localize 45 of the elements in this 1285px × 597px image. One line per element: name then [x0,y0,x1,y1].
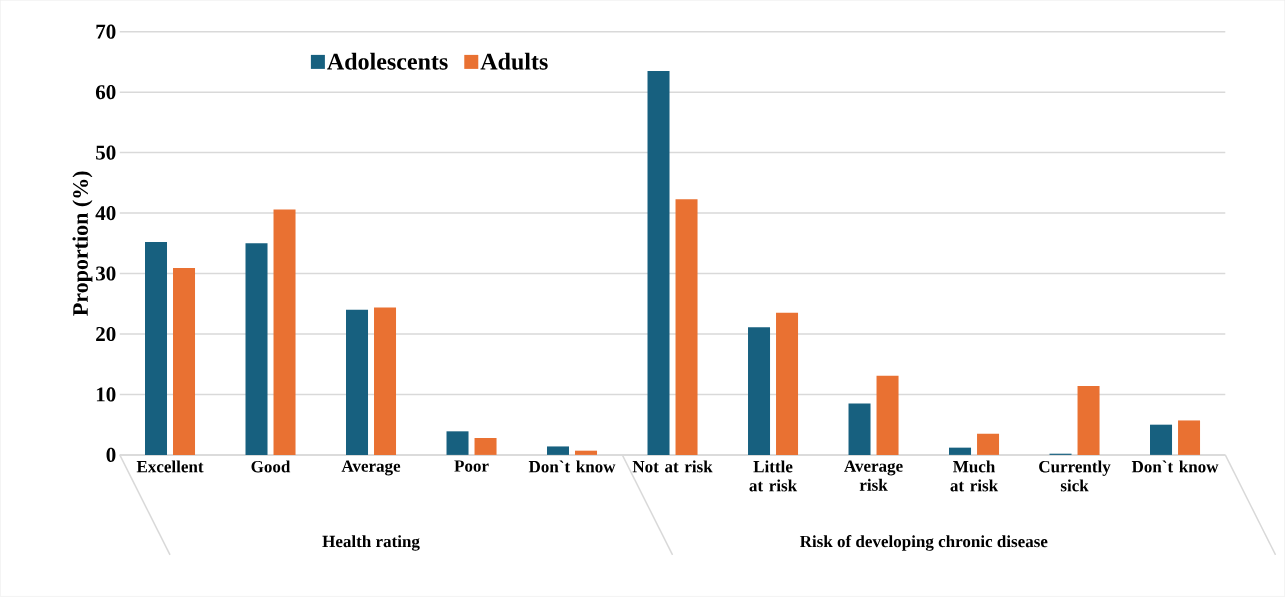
x-tick-label: Excellent [136,460,204,473]
x-tick-label: Average risk [844,460,903,491]
x-tick-label: Not at risk [632,460,713,473]
y-tick-label: 50 [96,145,116,160]
bar [474,438,497,456]
x-tick-label: Good [251,460,291,473]
bar [374,307,397,456]
bar [949,447,972,456]
bar [748,327,771,456]
bar [876,375,899,456]
bar [173,268,196,456]
bar [1077,386,1100,456]
bar [647,71,670,456]
bar [1178,420,1201,456]
x-tick-label: Little at risk [749,460,798,492]
y-tick-label: 70 [96,24,116,39]
y-tick-label: 60 [95,85,116,100]
y-tick-label: 30 [96,266,116,281]
y-tick-label: 10 [96,387,116,402]
x-tick-label: Don`t know [528,460,616,473]
bar [273,209,296,456]
bar [245,243,268,456]
bar [675,199,698,456]
y-tick-label: 20 [96,327,116,342]
bar [575,450,598,456]
bar [1150,424,1173,456]
bar [977,433,1000,456]
y-axis-title: Proportion (%) [72,171,93,316]
x-tick-label: Average [341,460,401,476]
text: Health rating [322,535,420,551]
text: Risk of developing chronic disease [799,535,1048,551]
bar [547,446,570,456]
bar [848,403,871,456]
x-tick-label: Currently sick [1039,460,1111,492]
bar [446,431,469,456]
bar [346,309,369,456]
legend-label: Adolescents [327,52,448,70]
x-tick-label: Much at risk [950,460,999,492]
bar [145,242,168,456]
legend-label: Adults [480,52,548,70]
bar [776,312,799,456]
x-tick-label: Don`t know [1131,460,1219,473]
y-tick-label: 40 [95,206,116,221]
x-tick-label: Poor [454,460,489,472]
y-tick-label: 0 [106,447,116,463]
